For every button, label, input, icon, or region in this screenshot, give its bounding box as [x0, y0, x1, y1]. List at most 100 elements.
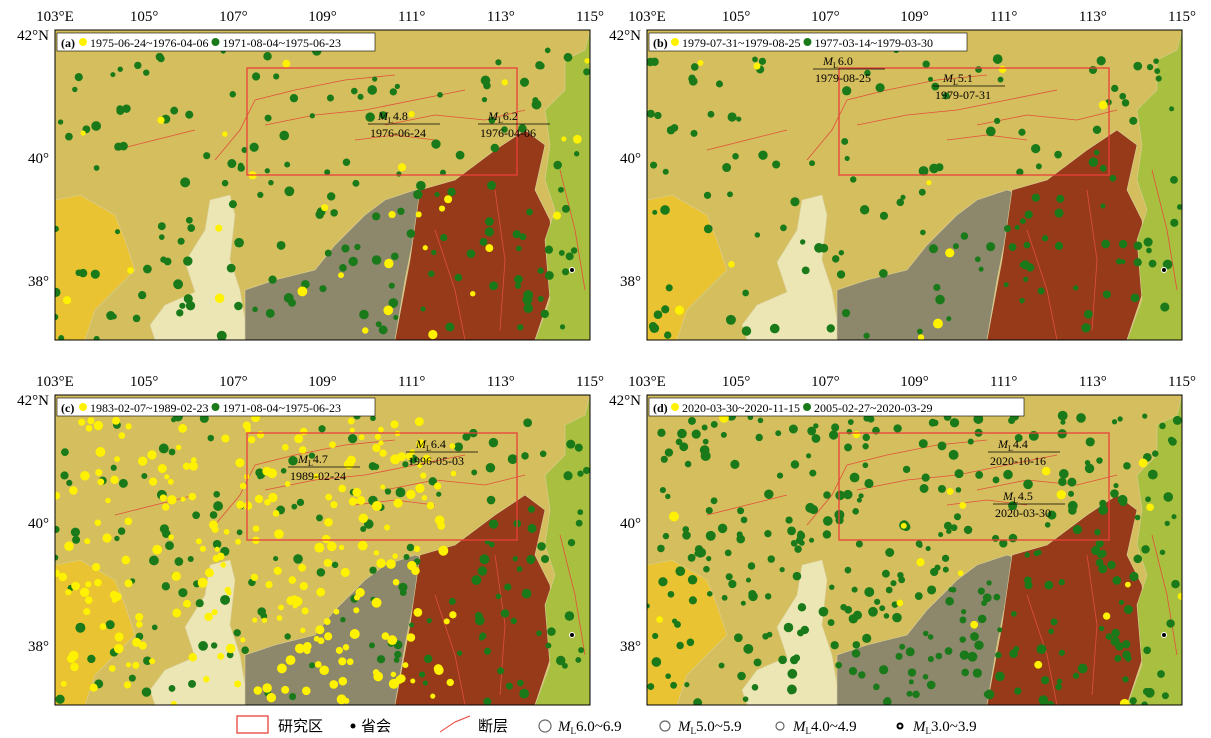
epicenter-green	[188, 556, 194, 562]
epicenter-green	[1157, 670, 1165, 678]
epicenter-green	[521, 452, 528, 459]
epicenter-green	[416, 181, 426, 191]
epicenter-yellow	[220, 562, 226, 568]
epicenter-green	[66, 480, 72, 486]
epicenter-green	[519, 233, 526, 240]
epicenter-green	[923, 674, 929, 680]
legend-green	[211, 403, 219, 411]
epicenter-yellow	[302, 687, 311, 696]
epicenter-green	[141, 473, 147, 479]
epicenter-yellow	[295, 644, 305, 654]
epicenter-yellow	[95, 519, 101, 525]
epicenter-yellow	[1042, 467, 1050, 475]
epicenter-green	[790, 656, 798, 664]
epicenter-green	[265, 168, 270, 173]
epicenter-yellow	[94, 579, 102, 587]
epicenter-green	[1011, 611, 1017, 617]
epicenter-yellow	[353, 607, 359, 613]
epicenter-yellow	[348, 418, 355, 425]
epicenter-green	[536, 630, 542, 636]
epicenter-green	[737, 534, 743, 540]
epicenter-green	[1093, 126, 1101, 134]
epicenter-green	[156, 53, 164, 61]
epicenter-yellow	[656, 616, 663, 623]
epicenter-green	[919, 439, 928, 448]
epicenter-green	[650, 324, 660, 334]
epicenter-green	[909, 679, 914, 684]
epicenter-green	[702, 425, 708, 431]
epicenter-green	[75, 269, 82, 276]
epicenter-green	[1024, 242, 1031, 249]
epicenter-green	[343, 158, 350, 165]
epicenter-green	[508, 457, 514, 463]
epicenter-yellow	[374, 550, 379, 555]
epicenter-yellow	[319, 665, 329, 675]
epicenter-yellow	[168, 479, 174, 485]
epicenter-green	[545, 48, 551, 54]
epicenter-yellow	[1139, 458, 1148, 467]
epicenter-green	[496, 594, 501, 599]
epicenter-green	[1115, 642, 1123, 650]
epicenter-green	[413, 190, 422, 199]
epicenter-green	[961, 669, 969, 677]
epicenter-green	[341, 244, 349, 252]
epicenter-green	[72, 536, 80, 544]
epicenter-green	[945, 597, 954, 606]
epicenter-yellow	[152, 545, 162, 555]
epicenter-green	[431, 250, 436, 255]
epicenter-green	[484, 648, 491, 655]
epicenter-green	[583, 68, 590, 75]
epicenter-green	[647, 683, 654, 690]
epicenter-green	[1117, 416, 1122, 421]
epicenter-green	[704, 224, 713, 233]
epicenter-green	[1100, 165, 1107, 172]
epicenter-green	[1023, 479, 1033, 489]
epicenter-green	[565, 611, 575, 621]
epicenter-green	[1059, 650, 1065, 656]
epicenter-green	[176, 309, 183, 316]
mag-value: 5.1	[958, 71, 973, 85]
epicenter-yellow	[59, 573, 67, 581]
epicenter-yellow	[388, 211, 395, 218]
epicenter-green	[1163, 492, 1173, 502]
epicenter-green	[882, 570, 890, 578]
epicenter-yellow	[945, 248, 954, 257]
magnitude-label: ML4.7	[297, 452, 328, 468]
epicenter-green	[574, 151, 579, 156]
epicenter-yellow	[200, 546, 206, 552]
epicenter-green	[1076, 413, 1086, 423]
epicenter-green	[111, 465, 117, 471]
legend-text: 1979-07-31~1979-08-25	[682, 36, 800, 50]
epicenter-yellow	[1103, 612, 1110, 619]
epicenter-green	[1114, 655, 1121, 662]
epicenter-green	[482, 97, 487, 102]
epicenter-yellow	[282, 60, 290, 68]
epicenter-green	[700, 445, 710, 455]
epicenter-green	[993, 594, 1000, 601]
epicenter-green	[339, 264, 347, 272]
epicenter-green	[467, 249, 476, 258]
epicenter-green	[210, 511, 218, 519]
epicenter-yellow	[149, 478, 157, 486]
epicenter-green	[929, 164, 939, 174]
epicenter-yellow	[329, 441, 336, 448]
epicenter-green	[754, 658, 762, 666]
epicenter-green	[942, 555, 949, 562]
epicenter-yellow	[217, 653, 224, 660]
epicenter-green	[575, 444, 583, 452]
epicenter-green	[501, 609, 509, 617]
epicenter-green	[1036, 644, 1046, 654]
epicenter-green	[1058, 478, 1066, 486]
epicenter-yellow	[390, 420, 398, 428]
epicenter-yellow	[318, 637, 325, 644]
epicenter-green	[390, 88, 397, 95]
lon-label: 107°	[219, 9, 248, 25]
epicenter-green	[394, 651, 401, 658]
epicenter-green	[676, 642, 683, 649]
epicenter-green	[340, 617, 345, 622]
epicenter-green	[524, 304, 533, 313]
magnitude-label: ML6.0	[822, 54, 853, 70]
epicenter-yellow	[204, 613, 212, 621]
epicenter-yellow	[397, 452, 406, 461]
epicenter-yellow	[64, 541, 74, 551]
